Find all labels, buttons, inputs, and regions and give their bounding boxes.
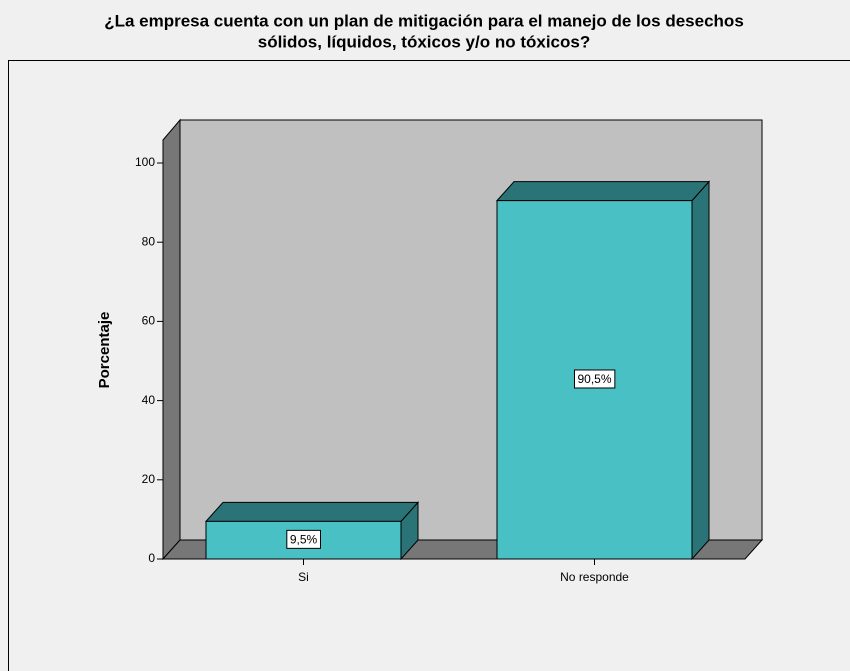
x-tick-label: Si [298,570,309,584]
side-wall [162,118,181,561]
x-tick-label: No responde [560,570,629,584]
data-label-box [573,369,616,389]
y-axis-label: Porcentaje [96,312,113,389]
y-tick-label: 80 [142,234,156,248]
chart-title: ¿La empresa cuenta con un plan de mitiga… [104,11,744,30]
bar-top [495,181,711,202]
y-tick-label: 100 [135,155,155,169]
data-label: 90,5% [577,372,611,386]
y-tick-label: 60 [142,314,156,328]
y-tick-label: 40 [142,393,156,407]
y-tick-label: 0 [148,551,155,565]
y-tick-label: 20 [142,472,156,486]
data-label-box [286,529,322,549]
data-label: 9,5% [290,532,318,546]
bar-side [691,180,710,561]
bar-top [204,501,420,522]
chart-title: sólidos, líquidos, tóxicos y/o no tóxico… [258,32,590,51]
